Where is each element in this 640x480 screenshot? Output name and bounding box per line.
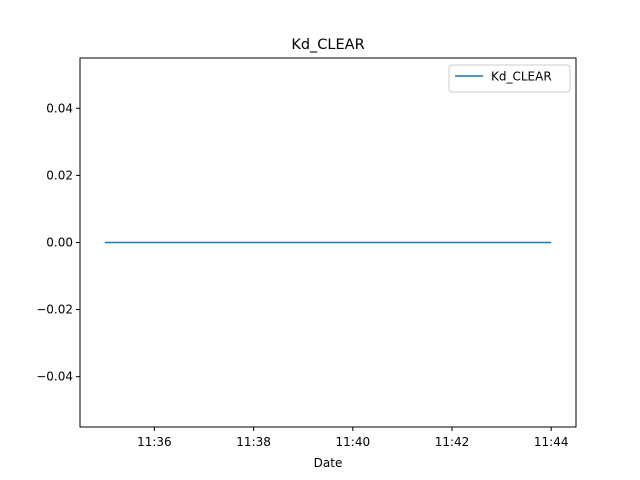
x-tick-label: 11:42 <box>435 435 470 449</box>
x-tick-label: 11:36 <box>137 435 172 449</box>
y-tick-label: −0.02 <box>36 303 73 317</box>
x-axis: 11:36 11:38 11:40 11:42 11:44 <box>137 427 568 449</box>
legend: Kd_CLEAR <box>448 64 571 93</box>
x-tick-label: 11:40 <box>336 435 371 449</box>
y-tick-label: 0.02 <box>46 168 73 182</box>
y-axis: −0.04 −0.02 0.00 0.02 0.04 <box>36 101 80 384</box>
y-tick-label: 0.04 <box>46 101 73 115</box>
x-tick-label: 11:38 <box>236 435 271 449</box>
legend-label: Kd_CLEAR <box>491 70 552 84</box>
x-axis-label: Date <box>314 456 343 470</box>
chart-title: Kd_CLEAR <box>291 37 364 53</box>
x-tick-label: 11:44 <box>534 435 569 449</box>
y-tick-label: −0.04 <box>36 370 73 384</box>
y-tick-label: 0.00 <box>46 236 73 250</box>
legend-box <box>448 64 571 93</box>
